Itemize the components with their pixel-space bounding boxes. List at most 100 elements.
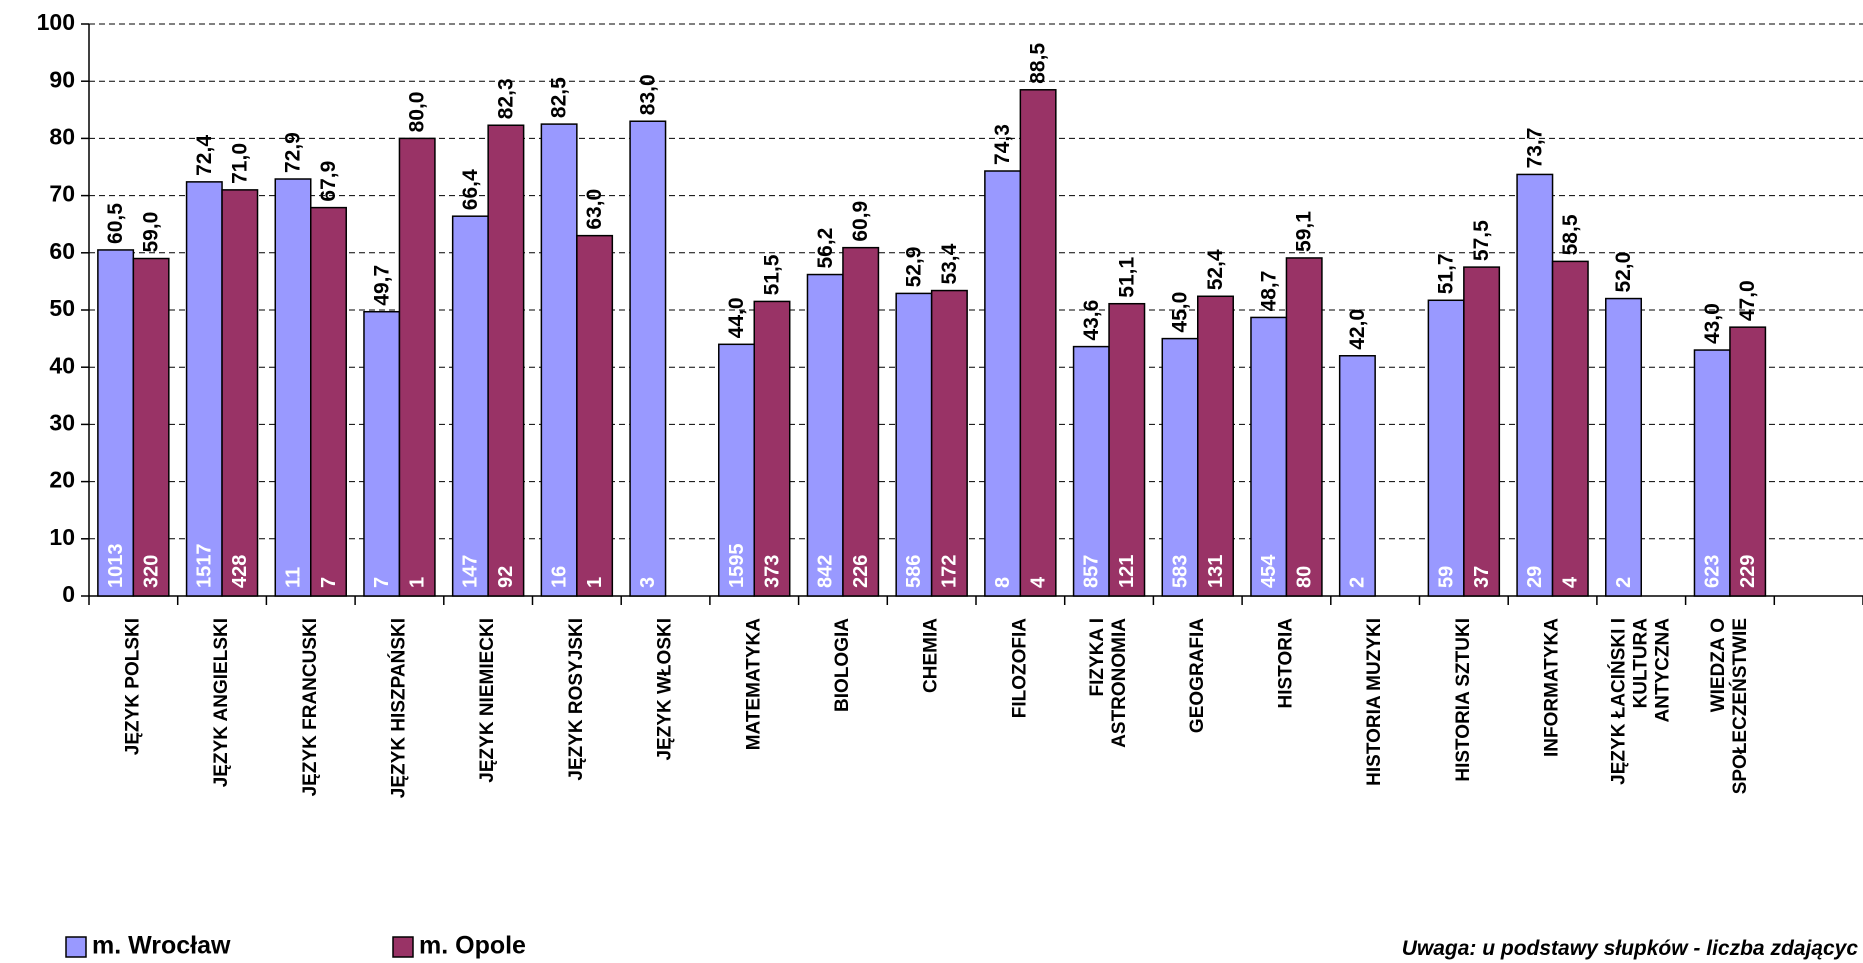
bar [1072, 345, 1110, 597]
count-label: 1013 [105, 544, 127, 589]
count-label: 2 [1347, 577, 1369, 588]
bar [629, 120, 667, 597]
bar [1250, 316, 1288, 597]
bar [1427, 299, 1465, 597]
value-label: 56,2 [814, 228, 837, 269]
y-tick-label: 50 [49, 295, 75, 321]
x-tick-label: JĘZYK HISZPAŃSKI [387, 618, 409, 798]
value-label: 52,4 [1204, 249, 1227, 290]
y-tick-label: 10 [49, 524, 75, 550]
bar [1338, 355, 1376, 597]
bar [576, 234, 614, 597]
bar [1108, 302, 1146, 597]
value-label: 51,1 [1115, 257, 1138, 298]
x-tick-label: MATEMATYKA [743, 618, 764, 751]
bar [930, 289, 968, 597]
bar [1019, 89, 1057, 597]
count-label: 37 [1471, 566, 1493, 588]
y-tick-label: 30 [49, 409, 75, 435]
value-label: 82,3 [494, 78, 517, 119]
bar [718, 343, 756, 597]
value-label: 72,9 [282, 132, 305, 173]
count-label: 320 [140, 555, 162, 588]
note: Uwaga: u podstawy słupków - liczba zdają… [1402, 937, 1859, 960]
y-tick-label: 100 [37, 9, 75, 35]
count-label: 586 [903, 555, 925, 588]
value-label: 53,4 [938, 243, 961, 284]
count-label: 80 [1293, 566, 1315, 588]
value-label: 43,6 [1080, 300, 1103, 341]
count-label: 1 [406, 577, 428, 588]
count-label: 2 [1613, 577, 1635, 588]
value-label: 74,3 [991, 124, 1014, 165]
count-label: 3 [637, 577, 659, 588]
value-label: 66,4 [459, 169, 482, 210]
x-tick-label: BIOLOGIA [832, 618, 853, 712]
value-label: 72,4 [193, 135, 216, 176]
bar [842, 246, 880, 597]
x-tick-label: JĘZYK WŁOSKI [655, 618, 676, 761]
value-label: 52,0 [1612, 252, 1635, 293]
value-label: 80,0 [406, 92, 429, 133]
count-label: 59 [1435, 566, 1457, 588]
x-tick-label: FILOZOFIA [1009, 618, 1030, 719]
count-label: 4 [1027, 576, 1049, 588]
count-label: 4 [1560, 576, 1582, 588]
x-tick-label: HISTORIA [1275, 618, 1296, 709]
count-label: 29 [1524, 566, 1546, 588]
count-label: 226 [850, 555, 872, 588]
count-label: 1517 [194, 544, 216, 589]
y-tick-label: 20 [49, 467, 75, 493]
x-tick-label: JĘZYK NIEMIECKI [477, 618, 498, 783]
value-label: 71,0 [228, 143, 251, 184]
value-label: 51,5 [761, 254, 784, 295]
value-label: 88,5 [1027, 43, 1050, 84]
y-tick-label: 90 [49, 66, 75, 92]
bar [1197, 295, 1234, 597]
y-tick-label: 60 [49, 238, 75, 264]
y-tick-label: 80 [49, 123, 75, 149]
x-tick-label: INFORMATYKA [1542, 618, 1563, 757]
value-label: 60,9 [849, 201, 872, 242]
legend-swatch [65, 936, 87, 958]
bar [132, 257, 170, 597]
value-label: 51,7 [1435, 253, 1458, 294]
value-label: 58,5 [1559, 214, 1582, 255]
count-label: 373 [761, 555, 783, 588]
x-tick-label: JĘZYK ROSYJSKI [566, 618, 587, 781]
value-label: 82,5 [548, 77, 571, 118]
count-label: 16 [548, 566, 570, 588]
x-tick-label: JĘZYK ŁACIŃSKI IKULTURAANTYCZNA [1607, 618, 1673, 785]
value-label: 44,0 [725, 297, 748, 338]
count-label: 8 [992, 577, 1014, 588]
x-tick-label: HISTORIA SZTUKI [1453, 618, 1474, 782]
count-label: 428 [229, 555, 251, 588]
count-label: 454 [1258, 554, 1280, 588]
x-tick-label: FIZYKA IASTRONOMIA [1087, 618, 1130, 748]
bar [1463, 266, 1501, 597]
value-label: 57,5 [1470, 220, 1493, 261]
x-tick-label: HISTORIA MUZYKI [1364, 618, 1385, 786]
value-label: 45,0 [1169, 292, 1192, 333]
count-label: 7 [371, 577, 393, 588]
legend-label: m. Wrocław [92, 932, 231, 960]
value-label: 83,0 [636, 74, 659, 115]
count-label: 92 [495, 566, 517, 588]
value-label: 49,7 [370, 265, 393, 306]
value-label: 73,7 [1523, 128, 1546, 169]
bar [1693, 349, 1731, 597]
bar [1285, 257, 1323, 597]
bar [1605, 297, 1643, 597]
count-label: 229 [1737, 555, 1759, 588]
bar [1729, 326, 1767, 597]
count-label: 131 [1205, 555, 1227, 588]
legend-swatch [392, 936, 414, 958]
x-tick-label: WIEDZA OSPOŁECZEŃSTWIE [1708, 618, 1751, 794]
y-tick-label: 0 [62, 581, 75, 607]
bar [274, 178, 312, 597]
value-label: 60,5 [104, 203, 127, 244]
value-label: 43,0 [1701, 303, 1724, 344]
y-tick-label: 70 [49, 181, 75, 207]
bar [221, 189, 259, 597]
